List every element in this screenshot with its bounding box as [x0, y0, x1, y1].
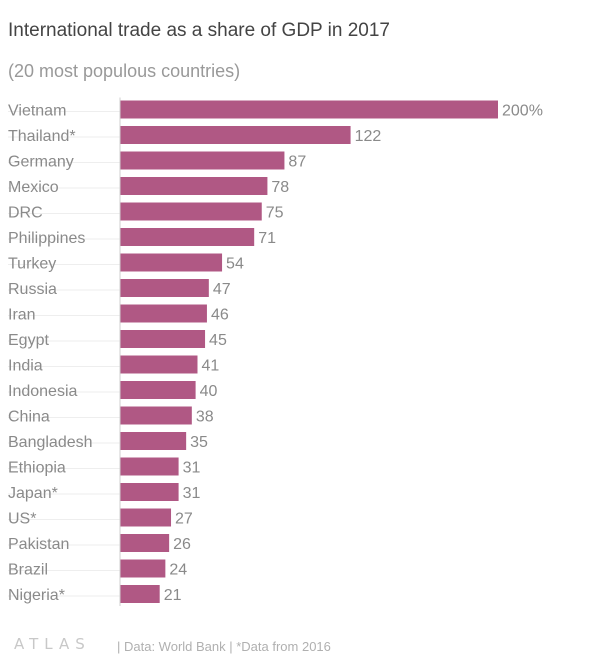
category-label-russia: Russia — [8, 281, 57, 298]
category-label-thailand: Thailand* — [8, 128, 76, 145]
value-label-vietnam: 200% — [502, 103, 543, 120]
value-label-iran: 46 — [211, 307, 229, 324]
category-label-indonesia: Indonesia — [8, 383, 77, 400]
bar-ethiopia — [120, 457, 179, 476]
bar-drc — [120, 202, 262, 221]
bar-mexico — [120, 177, 268, 195]
value-label-thailand: 122 — [355, 128, 382, 145]
value-label-ethiopia: 31 — [183, 460, 201, 477]
bar-bangladesh — [120, 432, 187, 450]
bar-germany — [120, 151, 285, 170]
bar-china — [120, 406, 192, 425]
value-label-china: 38 — [196, 409, 214, 426]
category-label-nigeria: Nigeria* — [8, 587, 65, 604]
value-label-bangladesh: 35 — [190, 434, 208, 451]
bar-brazil — [120, 559, 166, 578]
value-label-indonesia: 40 — [200, 383, 218, 400]
bar-turkey — [120, 253, 223, 272]
category-label-drc: DRC — [8, 205, 43, 222]
bar-russia — [120, 279, 209, 297]
value-label-philippines: 71 — [258, 230, 276, 247]
category-label-bangladesh: Bangladesh — [8, 434, 93, 451]
category-label-philippines: Philippines — [8, 230, 85, 247]
category-label-brazil: Brazil — [8, 562, 48, 579]
value-label-nigeria: 21 — [164, 587, 182, 604]
bar-japan — [120, 483, 179, 501]
bar-egypt — [120, 330, 206, 348]
chart-subtitle: (20 most populous countries) — [8, 61, 241, 81]
bar-pakistan — [120, 534, 170, 552]
value-label-brazil: 24 — [169, 562, 187, 579]
bar-iran — [120, 304, 207, 323]
category-label-us: US* — [8, 511, 36, 528]
atlas-logo: ATLAS — [14, 635, 91, 653]
value-label-turkey: 54 — [226, 256, 244, 273]
value-label-mexico: 78 — [271, 179, 289, 196]
bar-vietnam — [120, 100, 498, 119]
value-label-us: 27 — [175, 511, 193, 528]
category-label-pakistan: Pakistan — [8, 536, 69, 553]
bar-nigeria — [120, 585, 160, 603]
value-label-egypt: 45 — [209, 332, 227, 349]
chart-title: International trade as a share of GDP in… — [8, 20, 391, 41]
bar-chart: Vietnam 200% Thailand* 122 Germany 87 Mexico 78… — [8, 97, 543, 606]
value-label-pakistan: 26 — [173, 536, 191, 553]
category-label-germany: Germany — [8, 154, 74, 171]
footer: ATLAS | Data: World Bank | *Data from 20… — [0, 635, 600, 659]
value-label-germany: 87 — [288, 154, 306, 171]
value-label-drc: 75 — [266, 205, 284, 222]
source-note: | Data: World Bank | *Data from 2016 — [117, 639, 331, 654]
category-label-china: China — [8, 409, 50, 426]
bar-india — [120, 355, 198, 374]
category-label-mexico: Mexico — [8, 179, 59, 196]
bar-us — [120, 508, 172, 527]
bar-philippines — [120, 228, 255, 246]
category-label-ethiopia: Ethiopia — [8, 460, 66, 477]
category-label-egypt: Egypt — [8, 332, 49, 349]
value-label-japan: 31 — [183, 485, 201, 502]
bar-indonesia — [120, 381, 196, 399]
category-label-vietnam: Vietnam — [8, 103, 66, 120]
category-label-turkey: Turkey — [8, 256, 56, 273]
value-label-india: 41 — [201, 358, 219, 375]
bar-thailand — [120, 126, 351, 144]
value-label-russia: 47 — [213, 281, 231, 298]
category-label-india: India — [8, 358, 43, 375]
category-label-iran: Iran — [8, 307, 36, 324]
category-label-japan: Japan* — [8, 485, 58, 502]
